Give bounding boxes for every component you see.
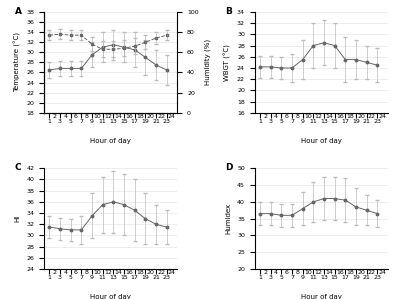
Text: A: A: [15, 7, 22, 16]
Text: B: B: [225, 7, 232, 16]
Y-axis label: Humidity (%): Humidity (%): [204, 39, 211, 86]
Y-axis label: HI: HI: [15, 215, 21, 222]
Text: D: D: [225, 163, 233, 172]
X-axis label: Hour of day: Hour of day: [90, 138, 131, 144]
X-axis label: Hour of day: Hour of day: [301, 138, 342, 144]
Y-axis label: WBGT (°C): WBGT (°C): [224, 44, 231, 81]
X-axis label: Hour of day: Hour of day: [90, 294, 131, 299]
Y-axis label: Humidex: Humidex: [226, 203, 232, 234]
X-axis label: Hour of day: Hour of day: [301, 294, 342, 299]
Text: C: C: [15, 163, 21, 172]
Y-axis label: Temperature (°C): Temperature (°C): [14, 32, 21, 92]
